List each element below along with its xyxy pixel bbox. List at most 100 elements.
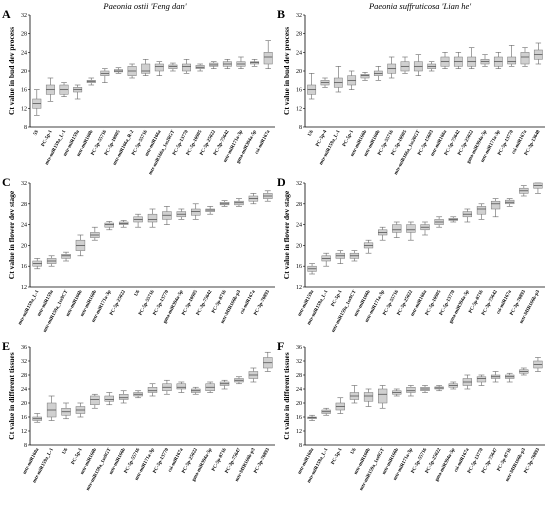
category-label: PC-5p-1 <box>71 447 84 465</box>
y-axis-label: Ct value in flower dev stage <box>282 190 291 279</box>
box-7 <box>114 67 123 74</box>
box-3 <box>333 66 343 93</box>
box-7 <box>392 388 402 397</box>
y-tick-label: 16 <box>296 264 302 270</box>
box-iqr <box>507 56 517 65</box>
panel-letter: A <box>2 7 11 21</box>
box-9 <box>147 383 158 397</box>
y-tick-label: 32 <box>21 359 27 365</box>
box-iqr <box>378 388 388 404</box>
box-5 <box>360 72 370 81</box>
box-5 <box>363 388 374 407</box>
box-1 <box>32 89 42 116</box>
panel-e: E 8 12 16 20 24 28 32 36 Ct value in different ti… <box>2 339 275 492</box>
box-17 <box>520 47 530 67</box>
box-4 <box>347 70 357 90</box>
y-tick-label: 32 <box>21 181 27 187</box>
y-tick-label: 12 <box>296 285 302 291</box>
box-12 <box>191 386 201 395</box>
box-iqr <box>182 63 191 72</box>
box-17 <box>533 357 543 372</box>
y-tick-label: 12 <box>21 429 27 435</box>
y-tick-label: 8 <box>24 443 27 449</box>
y-tick-label: 20 <box>296 243 302 249</box>
box-13 <box>476 203 487 220</box>
y-tick-label: 20 <box>21 401 27 407</box>
category-label: U6 <box>308 129 316 137</box>
box-10 <box>154 61 164 76</box>
box-12 <box>462 374 472 390</box>
box-15 <box>493 52 503 69</box>
box-17 <box>263 190 273 202</box>
y-tick-label: 36 <box>21 345 27 351</box>
category-label: PC-5p-25022 <box>109 289 127 316</box>
box-3 <box>61 402 71 420</box>
box-9 <box>147 208 158 228</box>
box-iqr <box>168 64 178 69</box>
y-tick-label: 12 <box>21 106 27 112</box>
box-iqr <box>363 392 374 402</box>
box-13 <box>205 381 215 393</box>
box-14 <box>209 61 219 69</box>
y-tick-label: 32 <box>296 359 302 365</box>
y-axis-label: Ct value in bud dev process <box>7 27 16 115</box>
box-1 <box>307 73 317 100</box>
box-17 <box>533 182 543 194</box>
box-14 <box>219 200 230 207</box>
box-11 <box>176 381 187 393</box>
box-6 <box>378 385 388 409</box>
box-16 <box>519 185 529 197</box>
y-tick-label: 24 <box>296 223 302 229</box>
box-5 <box>86 77 96 86</box>
box-iqr <box>406 224 416 233</box>
box-4 <box>75 234 86 257</box>
box-10 <box>427 61 437 72</box>
col-title-right: Paeonia suffruticosa 'Lian he' <box>368 1 471 11</box>
box-1 <box>307 414 317 421</box>
y-tick-label: 20 <box>296 401 302 407</box>
box-11 <box>448 216 458 223</box>
box-3 <box>335 397 345 414</box>
box-iqr <box>392 224 402 233</box>
panel-c: C 12 16 20 24 28 32 Ct value in flower dev stag… <box>2 175 275 333</box>
box-10 <box>434 216 444 228</box>
box-iqr <box>104 395 114 402</box>
y-tick-label: 24 <box>296 50 302 56</box>
box-9 <box>420 221 430 236</box>
box-iqr <box>476 206 487 215</box>
category-label: PC-3p-70893 <box>524 447 542 474</box>
y-tick-label: 8 <box>299 125 302 131</box>
panel-b: B 8 12 16 20 24 28 32 Ct value in bud dev proces… <box>277 7 545 176</box>
y-tick-label: 28 <box>21 202 27 208</box>
box-6 <box>373 66 383 81</box>
box-1 <box>307 263 317 275</box>
box-iqr <box>147 387 158 393</box>
box-13 <box>467 47 477 69</box>
box-iqr <box>90 395 100 405</box>
box-iqr <box>490 200 501 210</box>
box-iqr <box>141 63 151 74</box>
y-tick-label: 16 <box>296 415 302 421</box>
box-9 <box>413 54 423 76</box>
box-15 <box>234 198 244 207</box>
box-7 <box>118 220 129 228</box>
category-label: PC-5p-4 <box>316 129 329 147</box>
box-iqr <box>154 63 164 72</box>
category-label: PC-5p-1 <box>331 289 344 307</box>
y-tick-label: 24 <box>296 387 302 393</box>
box-iqr <box>118 394 129 400</box>
box-4 <box>73 84 83 100</box>
box-5 <box>363 239 374 254</box>
box-14 <box>480 54 490 67</box>
box-2 <box>45 77 55 102</box>
box-2 <box>320 77 330 88</box>
category-label: PC-5p-1 <box>41 129 54 147</box>
box-13 <box>476 374 487 386</box>
box-16 <box>248 193 259 205</box>
box-16 <box>248 367 259 383</box>
y-tick-label: 28 <box>21 373 27 379</box>
category-label: PC-5p-8716 <box>212 447 229 472</box>
y-tick-label: 16 <box>21 264 27 270</box>
category-label: PC-5p-1 <box>342 129 355 147</box>
y-tick-label: 24 <box>21 387 27 393</box>
